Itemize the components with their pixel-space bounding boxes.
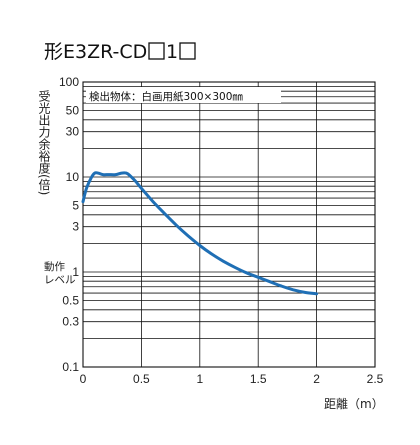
y-tick-label: 3 [72,220,79,234]
y-tick-label: 5 [72,199,79,213]
y-tick-label: 1 [72,265,79,279]
chart-title-middle: 1 [166,41,178,63]
annotation: 検出物体：白画用紙300×300㎜ [86,87,281,103]
series-line [81,171,319,296]
y-tick-label: 100 [59,75,79,89]
x-axis-label: 距離（m） [324,397,384,411]
annotation-background [86,87,281,103]
x-tick-label: 0.5 [133,372,150,386]
chart-title-prefix: 形E3ZR-CD [44,41,147,63]
plot-area: 100 50 30 10 5 3 1 0.5 0.3 0.10 0.5 1 1.5 2 2.5 [59,75,384,386]
y-tick-label: 50 [66,104,80,118]
plot-frame [82,81,376,368]
y-tick-label: 0.3 [62,315,79,329]
x-tick-label: 1 [196,372,203,386]
annotation-text: 検出物体：白画用紙300×300㎜ [89,90,243,103]
y-tick-label: 0.1 [62,360,79,374]
y-tick-label: 30 [66,125,80,139]
x-tick-label: 1.5 [250,372,267,386]
operating-level-label-line2: レベル [44,274,76,286]
chart-title: 形E3ZR-CD 1 [44,41,196,63]
x-tick-label: 2.5 [367,372,384,386]
x-tick-label: 2 [313,372,320,386]
title-placeholder-box-2 [179,42,196,60]
y-axis-label: 受光出力余裕度(倍) [37,90,51,196]
x-tick-label: 0 [80,372,87,386]
title-placeholder-box-1 [148,42,165,60]
y-tick-label: 0.5 [62,294,79,308]
y-tick-label: 10 [66,170,80,184]
operating-level-label-line1: 動作 [44,260,65,273]
